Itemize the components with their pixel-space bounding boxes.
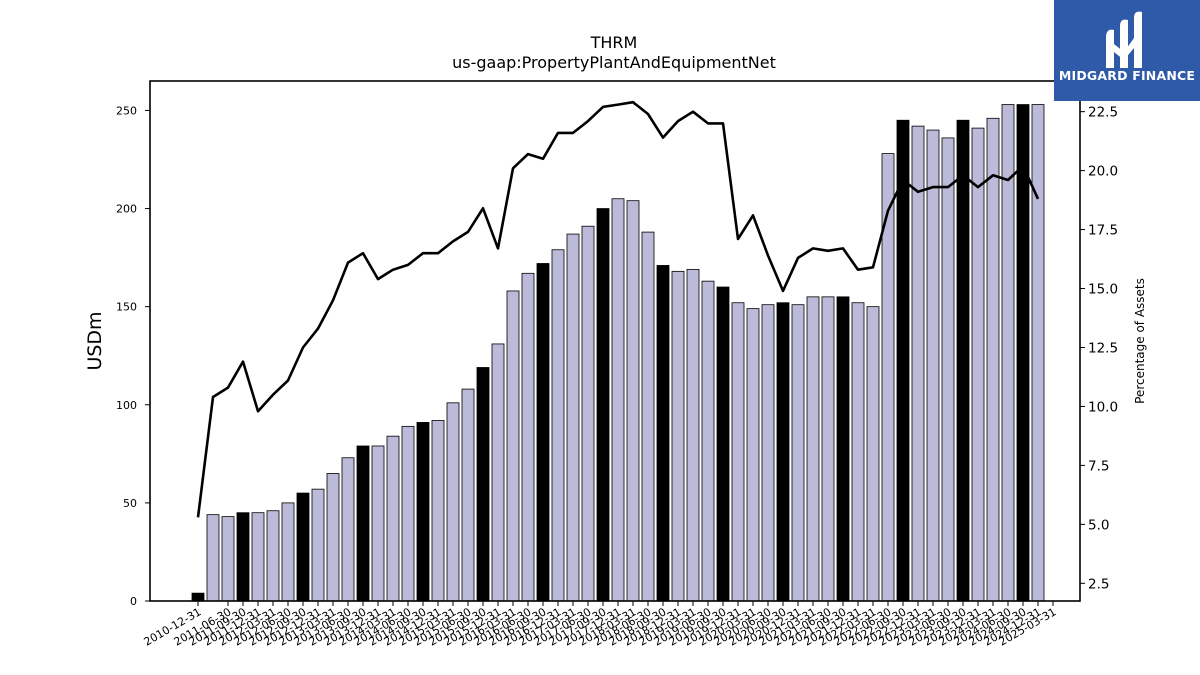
bar	[806, 296, 820, 602]
bar	[776, 302, 790, 602]
y2-tick-label: 15.0	[1088, 282, 1118, 298]
series-line	[196, 100, 1040, 518]
y-tick-label: 0	[130, 595, 137, 608]
bar	[746, 308, 760, 602]
bar	[551, 249, 565, 602]
bar	[701, 280, 715, 602]
chart-title: THRM	[590, 33, 638, 52]
bar	[671, 270, 685, 602]
plot-frame	[149, 80, 1081, 602]
bar	[986, 117, 1000, 602]
bar	[626, 200, 640, 602]
y2-tick-label: 20.0	[1088, 164, 1118, 180]
bar	[476, 367, 490, 602]
bar	[596, 208, 610, 602]
bar	[446, 402, 460, 602]
bar	[851, 302, 865, 602]
bar	[191, 592, 205, 602]
bar	[1031, 104, 1045, 602]
bar	[656, 265, 670, 602]
bar	[821, 296, 835, 602]
y-tick-label: 200	[116, 203, 137, 216]
bar	[371, 445, 385, 602]
y2-tick-label: 17.5	[1088, 223, 1118, 239]
bar	[221, 516, 235, 602]
bar	[521, 272, 535, 602]
bar	[896, 119, 910, 602]
bar	[956, 119, 970, 602]
bar	[401, 425, 415, 602]
bar	[611, 198, 625, 602]
y2-axis-label: Percentage of Assets	[1133, 278, 1147, 404]
axes-layer: 0 50 100 150 200 250 2.5 5.0 7.5 10.0 12.5 15.0 17.5…	[116, 80, 1118, 649]
bar	[866, 306, 880, 602]
bar	[206, 514, 220, 602]
bar	[326, 473, 340, 602]
bar	[911, 125, 925, 602]
line-layer	[196, 100, 1040, 518]
y2-tick-label: 5.0	[1088, 517, 1109, 533]
y-tick-label: 100	[116, 399, 137, 412]
bar	[266, 510, 280, 602]
bar	[536, 263, 550, 602]
bar	[311, 488, 325, 602]
bar	[431, 420, 445, 602]
y2-tick-label: 10.0	[1088, 399, 1118, 415]
y-axis-label: USDm	[84, 311, 106, 370]
bar	[941, 137, 955, 602]
brand-logo: MIDGARD FINANCE	[1054, 0, 1200, 101]
y2-tick-label: 12.5	[1088, 340, 1118, 356]
bar	[236, 512, 250, 602]
bar	[761, 304, 775, 602]
bar	[731, 302, 745, 602]
bar	[926, 129, 940, 602]
brand-name: MIDGARD FINANCE	[1058, 68, 1196, 83]
bar	[281, 502, 295, 602]
bar	[461, 388, 475, 602]
chart-subtitle: us-gaap:PropertyPlantAndEquipmentNet	[452, 53, 776, 72]
y2-tick-label: 7.5	[1088, 458, 1109, 474]
bar	[581, 225, 595, 602]
bar	[881, 153, 895, 602]
bar	[296, 492, 310, 602]
bar	[506, 290, 520, 602]
bar	[716, 286, 730, 602]
bar	[386, 435, 400, 602]
bar	[566, 233, 580, 602]
bar	[1016, 104, 1030, 602]
bar	[686, 268, 700, 602]
bar	[251, 512, 265, 602]
bar	[491, 343, 505, 602]
y2-tick-label: 2.5	[1088, 576, 1109, 592]
y-tick-label: 50	[123, 497, 137, 510]
bar	[356, 445, 370, 602]
y-tick-label: 250	[116, 104, 137, 117]
bar	[641, 231, 655, 602]
bars-layer	[191, 104, 1045, 602]
y-tick-label: 150	[116, 301, 137, 314]
y2-tick-label: 22.5	[1088, 105, 1118, 121]
bar	[416, 422, 430, 602]
bar	[791, 304, 805, 602]
midgard-m-logo-icon	[1106, 11, 1142, 69]
bar	[971, 127, 985, 602]
bar	[341, 457, 355, 602]
bar	[836, 296, 850, 602]
